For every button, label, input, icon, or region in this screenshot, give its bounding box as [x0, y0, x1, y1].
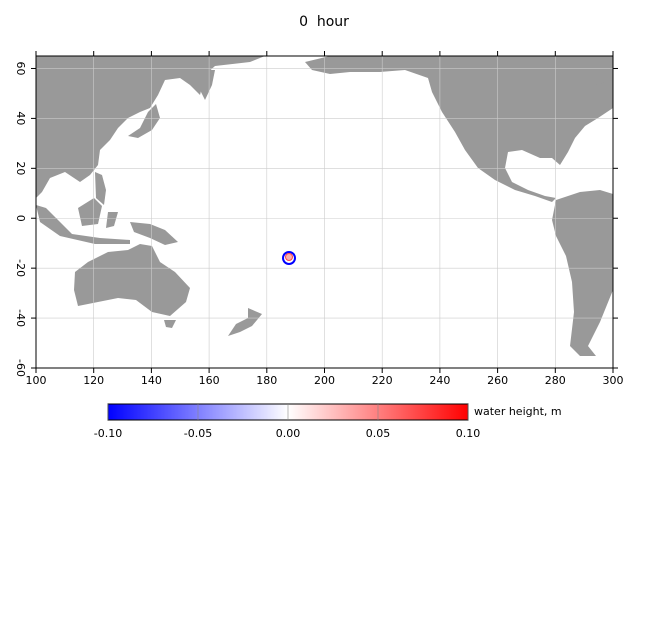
- x-tick-label: 160: [199, 374, 220, 387]
- colorbar-label: water height, m: [474, 405, 562, 418]
- tasmania: [164, 320, 176, 328]
- land: [36, 56, 613, 356]
- x-tick-label: 200: [314, 374, 335, 387]
- south-america: [552, 190, 613, 356]
- colorbar-tick-label: -0.05: [184, 427, 212, 440]
- y-tick-label: -60: [14, 359, 27, 377]
- sulawesi: [106, 212, 118, 228]
- y-tick-label: 40: [14, 111, 27, 125]
- new-guinea: [130, 222, 178, 245]
- y-tick-label: 0: [14, 215, 27, 222]
- y-tick-label: -20: [14, 259, 27, 277]
- x-tick-label: 140: [141, 374, 162, 387]
- greenland-fragment: [560, 56, 613, 85]
- australia: [74, 244, 190, 316]
- x-tick-label: 180: [256, 374, 277, 387]
- sumatra-java: [36, 205, 130, 244]
- x-tick-label: 100: [26, 374, 47, 387]
- title: 0 hour: [299, 14, 349, 30]
- y-tick-label: -40: [14, 309, 27, 327]
- x-tick-label: 220: [372, 374, 393, 387]
- north-america: [305, 56, 613, 202]
- x-tick-label: 120: [83, 374, 104, 387]
- borneo: [78, 198, 102, 226]
- colorbar-tick-label: 0.00: [276, 427, 301, 440]
- new-zealand: [228, 308, 262, 336]
- x-tick-label: 280: [545, 374, 566, 387]
- japan: [128, 104, 160, 138]
- x-tick-label: 240: [429, 374, 450, 387]
- philippines: [95, 172, 106, 205]
- x-tick-label: 300: [603, 374, 624, 387]
- asia: [36, 56, 265, 198]
- source-outline: [282, 251, 296, 265]
- colorbar-tick-label: 0.10: [456, 427, 481, 440]
- colorbar-tick-label: -0.10: [94, 427, 122, 440]
- y-tick-label: 60: [14, 61, 27, 75]
- colorbar-tick-label: 0.05: [366, 427, 391, 440]
- x-tick-label: 260: [487, 374, 508, 387]
- kamchatka: [200, 70, 215, 100]
- source-core: [285, 253, 293, 261]
- y-tick-label: 20: [14, 161, 27, 175]
